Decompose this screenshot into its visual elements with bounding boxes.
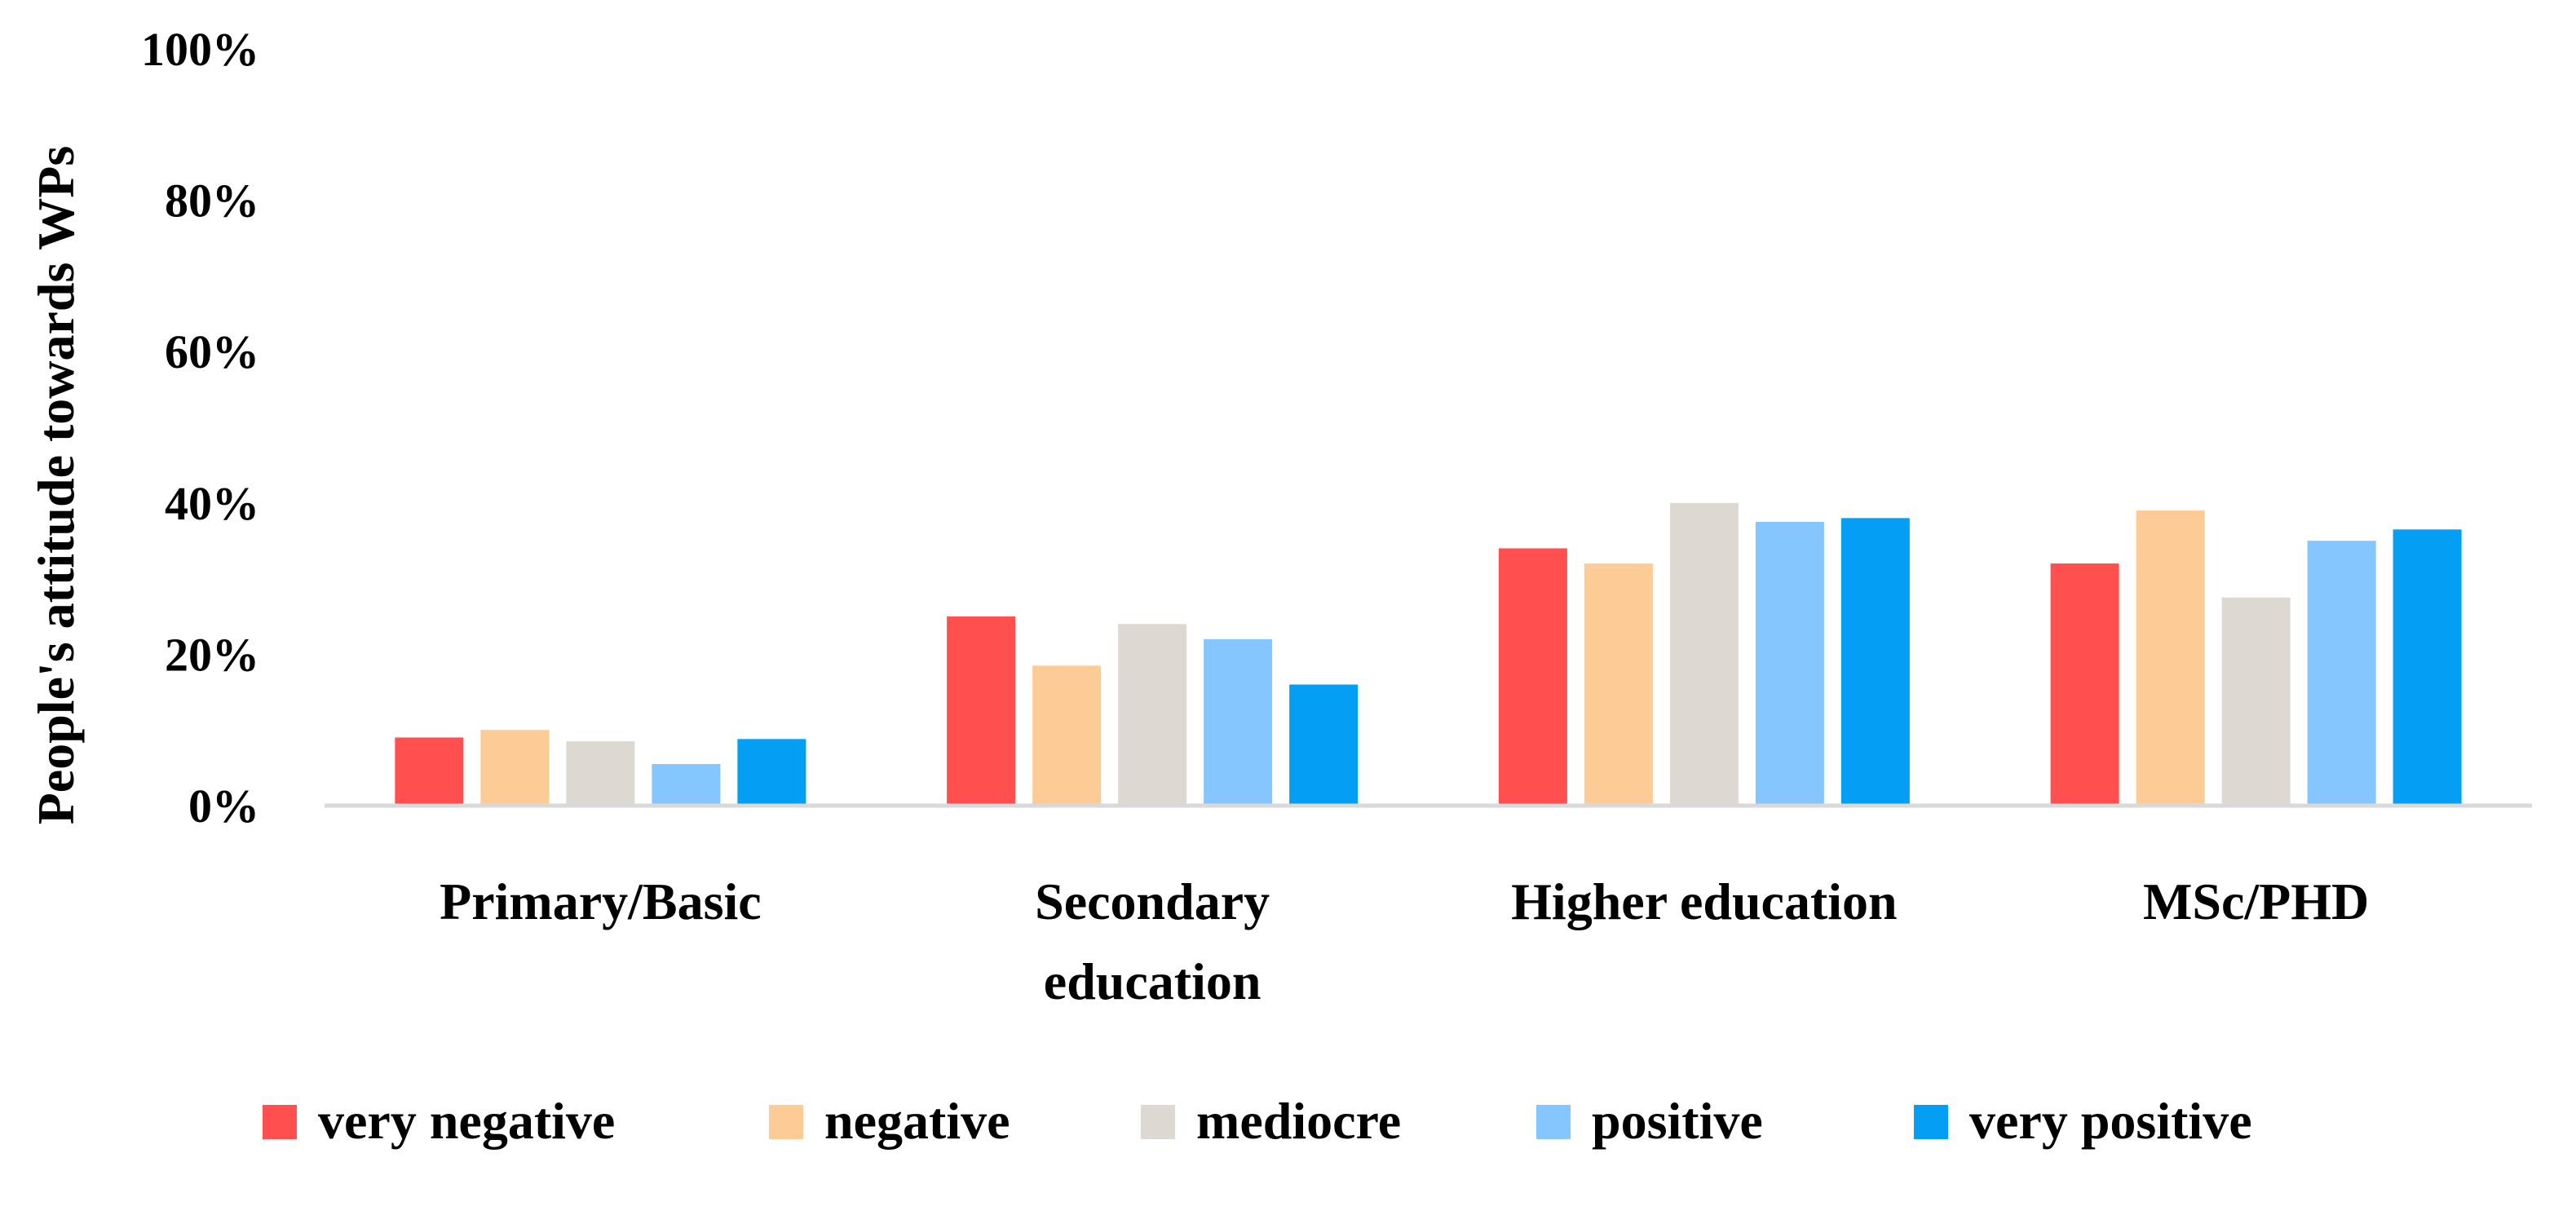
y-tick-label: 80% (165, 174, 259, 228)
bar-positive-2 (1755, 522, 1824, 806)
bar-positive-3 (2307, 541, 2376, 806)
bar-mediocre-0 (566, 741, 635, 806)
bar-very-negative-2 (1498, 548, 1567, 806)
bar-very-positive-3 (2393, 529, 2462, 806)
bar-very-positive-2 (1840, 518, 1910, 806)
legend: very negative negative mediocre positive ver… (263, 1092, 2252, 1150)
x-category-label: education (1044, 952, 1261, 1010)
legend-label: very positive (1969, 1092, 2252, 1150)
y-tick-label: 20% (165, 628, 259, 681)
y-tick-label: 0% (188, 780, 259, 833)
legend-swatch-very-negative (263, 1105, 297, 1139)
bar-negative-1 (1032, 665, 1102, 806)
bar-negative-3 (2136, 510, 2205, 806)
legend-label: negative (824, 1092, 1010, 1150)
legend-label: very negative (318, 1092, 615, 1150)
y-tick-label: 60% (165, 325, 259, 378)
y-tick-label: 40% (165, 477, 259, 530)
bar-very-positive-0 (737, 739, 806, 806)
bar-very-negative-1 (947, 616, 1016, 806)
x-category-label: Higher education (1511, 872, 1898, 930)
bar-positive-0 (652, 763, 721, 806)
bar-mediocre-3 (2221, 597, 2291, 806)
x-category-label: MSc/PHD (2143, 872, 2369, 930)
bar-mediocre-2 (1669, 502, 1739, 806)
bar-mediocre-1 (1118, 624, 1187, 806)
bar-negative-2 (1584, 563, 1653, 806)
y-axis-title: People's attitude towards WPs (27, 146, 85, 825)
bar-very-negative-3 (2050, 563, 2119, 806)
legend-label: positive (1592, 1092, 1763, 1150)
x-category-label: Primary/Basic (440, 872, 762, 930)
x-axis-category-labels: Primary/Basic Secondary education Higher ed… (440, 872, 2369, 1010)
bar-very-positive-1 (1289, 684, 1359, 806)
legend-swatch-positive (1536, 1105, 1571, 1139)
legend-label: mediocre (1196, 1092, 1401, 1150)
legend-swatch-mediocre (1141, 1105, 1175, 1139)
bar-negative-0 (480, 730, 550, 806)
legend-swatch-negative (769, 1105, 803, 1139)
y-tick-label: 100% (141, 23, 259, 76)
bar-positive-1 (1204, 638, 1273, 806)
legend-swatch-very-positive (1914, 1105, 1948, 1139)
y-axis-ticks: 0% 20% 40% 60% 80% 100% (141, 23, 259, 833)
bars (395, 502, 2462, 806)
bar-very-negative-0 (395, 737, 464, 806)
x-category-label: Secondary (1035, 872, 1270, 930)
